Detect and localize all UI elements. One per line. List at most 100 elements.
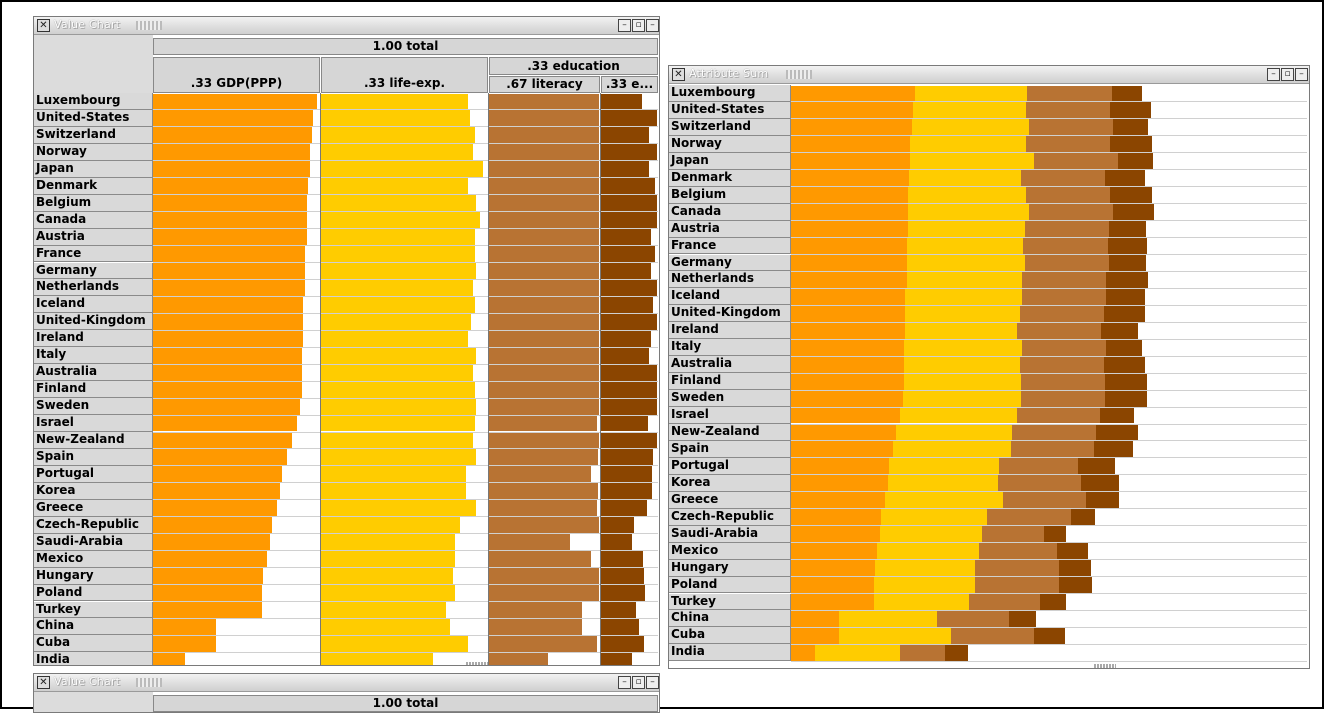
stack-ireland-enroll[interactable] — [1101, 322, 1139, 339]
stack-united-kingdom-enroll[interactable] — [1103, 305, 1146, 322]
row-label-india[interactable]: India — [34, 652, 153, 665]
minimize-icon[interactable]: – — [1267, 68, 1280, 81]
bar-new-zealand-life[interactable] — [321, 432, 473, 449]
bar-poland-enroll[interactable] — [601, 585, 645, 601]
bar-finland-literacy[interactable] — [489, 381, 599, 398]
stack-cuba-enroll[interactable] — [1033, 627, 1066, 644]
bar-greece-literacy[interactable] — [489, 500, 597, 517]
stack-france-literacy[interactable] — [1023, 238, 1108, 254]
bar-korea-life[interactable] — [321, 483, 467, 500]
bar-belgium-enroll[interactable] — [601, 195, 658, 212]
enroll-header[interactable]: .33 e... — [601, 76, 658, 93]
bar-australia-gdp[interactable] — [153, 364, 302, 381]
bar-denmark-literacy[interactable] — [489, 178, 599, 195]
row-label-france[interactable]: France — [34, 245, 153, 263]
stack-norway-life[interactable] — [910, 136, 1026, 153]
bar-united-kingdom-enroll[interactable] — [601, 313, 658, 330]
drag-grip-icon[interactable] — [136, 678, 162, 687]
stack-australia-gdp[interactable] — [791, 356, 905, 373]
row-label-poland[interactable]: Poland — [669, 576, 791, 594]
bar-switzerland-literacy[interactable] — [489, 127, 599, 144]
bar-luxembourg-gdp[interactable] — [153, 93, 317, 110]
row-label-canada[interactable]: Canada — [34, 211, 153, 229]
bar-united-states-gdp[interactable] — [153, 110, 314, 127]
bar-ireland-enroll[interactable] — [601, 330, 652, 347]
stack-cuba-life[interactable] — [839, 627, 952, 644]
bar-turkey-life[interactable] — [321, 602, 447, 618]
bar-portugal-literacy[interactable] — [489, 466, 592, 483]
stack-india-literacy[interactable] — [900, 644, 946, 661]
bar-sweden-literacy[interactable] — [489, 398, 599, 415]
row-label-cuba[interactable]: Cuba — [669, 627, 791, 645]
bar-new-zealand-gdp[interactable] — [153, 432, 292, 449]
education-header[interactable]: .33 education — [489, 57, 658, 75]
maximize-icon[interactable]: ▫ — [632, 19, 645, 32]
bar-france-enroll[interactable] — [601, 246, 655, 262]
bar-spain-gdp[interactable] — [153, 449, 287, 466]
stack-israel-gdp[interactable] — [791, 407, 901, 424]
bar-japan-enroll[interactable] — [601, 161, 650, 178]
row-label-spain[interactable]: Spain — [669, 440, 791, 458]
stack-new-zealand-enroll[interactable] — [1096, 424, 1138, 441]
bar-germany-enroll[interactable] — [601, 263, 652, 279]
bar-canada-enroll[interactable] — [601, 212, 658, 229]
stack-netherlands-enroll[interactable] — [1106, 271, 1148, 288]
stack-united-states-life[interactable] — [912, 102, 1026, 119]
row-label-italy[interactable]: Italy — [34, 347, 153, 365]
stack-belgium-gdp[interactable] — [791, 187, 908, 204]
stack-poland-gdp[interactable] — [791, 577, 874, 593]
stack-luxembourg-enroll[interactable] — [1111, 85, 1142, 102]
bar-united-kingdom-gdp[interactable] — [153, 313, 304, 330]
stack-poland-enroll[interactable] — [1059, 577, 1092, 593]
bar-korea-literacy[interactable] — [489, 483, 598, 500]
stack-greece-enroll[interactable] — [1085, 492, 1120, 509]
stack-luxembourg-life[interactable] — [915, 85, 1028, 102]
row-label-finland[interactable]: Finland — [34, 381, 153, 399]
column-divider[interactable] — [600, 93, 601, 665]
bar-switzerland-gdp[interactable] — [153, 127, 312, 144]
stack-germany-life[interactable] — [906, 255, 1025, 271]
bar-china-gdp[interactable] — [153, 618, 217, 635]
bar-greece-life[interactable] — [321, 500, 477, 517]
row-label-saudi-arabia[interactable]: Saudi-Arabia — [34, 533, 153, 551]
stack-hungary-gdp[interactable] — [791, 560, 875, 577]
resize-handle[interactable] — [466, 662, 488, 665]
row-label-spain[interactable]: Spain — [34, 448, 153, 466]
stack-france-life[interactable] — [906, 238, 1024, 254]
stack-new-zealand-life[interactable] — [896, 424, 1012, 441]
stack-portugal-enroll[interactable] — [1077, 458, 1116, 475]
row-label-switzerland[interactable]: Switzerland — [669, 118, 791, 136]
stack-israel-literacy[interactable] — [1017, 407, 1100, 424]
resize-handle[interactable] — [1094, 664, 1116, 668]
row-label-luxembourg[interactable]: Luxembourg — [669, 85, 791, 102]
stack-saudi-arabia-gdp[interactable] — [791, 526, 880, 543]
bar-israel-literacy[interactable] — [489, 415, 597, 432]
stack-czech-republic-life[interactable] — [881, 509, 987, 526]
row-label-united-kingdom[interactable]: United-Kingdom — [669, 305, 791, 323]
minimize-icon[interactable]: – — [618, 676, 631, 689]
row-label-australia[interactable]: Australia — [669, 356, 791, 374]
bar-united-kingdom-life[interactable] — [321, 313, 472, 330]
stack-sweden-life[interactable] — [902, 390, 1021, 407]
stack-hungary-life[interactable] — [874, 560, 976, 577]
bar-new-zealand-enroll[interactable] — [601, 432, 658, 449]
bar-czech-republic-enroll[interactable] — [601, 517, 635, 534]
stack-greece-literacy[interactable] — [1003, 492, 1086, 509]
row-label-israel[interactable]: Israel — [669, 407, 791, 424]
row-label-austria[interactable]: Austria — [34, 228, 153, 246]
stack-italy-life[interactable] — [904, 339, 1023, 356]
bar-canada-gdp[interactable] — [153, 212, 307, 229]
bar-poland-literacy[interactable] — [489, 585, 599, 601]
bar-india-gdp[interactable] — [153, 652, 185, 665]
stack-china-gdp[interactable] — [791, 610, 840, 627]
column-divider[interactable] — [320, 93, 321, 665]
stack-belgium-life[interactable] — [907, 187, 1026, 204]
stack-mexico-enroll[interactable] — [1057, 543, 1088, 560]
row-label-israel[interactable]: Israel — [34, 415, 153, 432]
bar-portugal-life[interactable] — [321, 466, 467, 483]
bar-portugal-enroll[interactable] — [601, 466, 653, 483]
value-chart-2-titlebar[interactable]: ✕ Value Chart – ▫ – — [34, 674, 659, 692]
stack-finland-gdp[interactable] — [791, 373, 905, 390]
row-label-united-kingdom[interactable]: United-Kingdom — [34, 313, 153, 331]
row-label-netherlands[interactable]: Netherlands — [669, 271, 791, 289]
